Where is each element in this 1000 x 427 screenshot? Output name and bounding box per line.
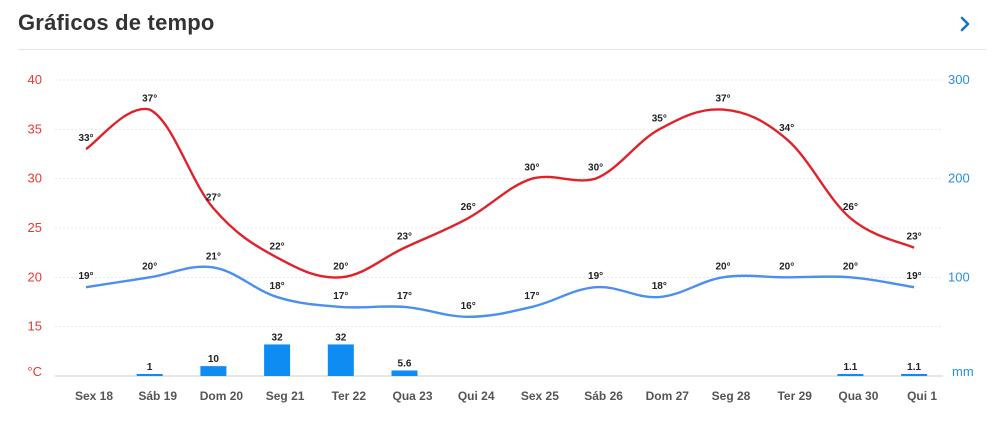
- min-temp-label: 16°: [461, 301, 476, 312]
- max-temp-label: 33°: [78, 133, 93, 144]
- precipitation-bar: [200, 366, 227, 376]
- y-left-tick-label: 40: [28, 72, 42, 87]
- weather-chart: 40 35 30 25 20 15 °C 300 200 100 mm 1 10 32 32 5.6 1.1…: [27, 72, 974, 403]
- max-temp-label: 26°: [461, 202, 476, 213]
- precipitation-bars: [136, 344, 928, 376]
- precipitation-bar: [136, 374, 163, 376]
- precipitation-label: 10: [208, 354, 220, 365]
- x-tick-label: Sex 25: [521, 389, 559, 403]
- min-temp-label: 19°: [78, 271, 93, 282]
- max-temp-label: 30°: [524, 163, 539, 174]
- min-temp-label: 21°: [206, 251, 221, 262]
- precipitation-label: 32: [335, 332, 347, 343]
- min-temp-label: 20°: [843, 261, 858, 272]
- precipitation-bar: [264, 344, 291, 376]
- x-tick-label: Sáb 19: [138, 389, 177, 403]
- max-temp-line: [85, 107, 915, 279]
- precipitation-bar: [837, 374, 864, 376]
- min-temp-label: 18°: [270, 281, 285, 292]
- min-temp-label: 17°: [333, 291, 348, 302]
- chart-header: Gráficos de tempo: [0, 0, 1000, 50]
- y-right-unit-label: mm: [952, 364, 974, 379]
- x-axis: Sex 18 Sáb 19 Dom 20 Seg 21 Ter 22 Qua 23 Qui …: [75, 389, 937, 403]
- max-temp-label: 23°: [907, 232, 922, 243]
- y-left-tick-label: 20: [28, 269, 42, 284]
- max-temp-label: 37°: [142, 94, 157, 105]
- y-left-tick-label: 25: [28, 220, 42, 235]
- y-axis-left: 40 35 30 25 20 15 °C: [27, 72, 42, 379]
- precipitation-bar: [901, 374, 928, 376]
- chevron-right-icon[interactable]: [956, 14, 974, 34]
- x-tick-label: Seg 21: [266, 389, 305, 403]
- precipitation-label: 5.6: [398, 358, 412, 369]
- x-tick-label: Ter 22: [332, 389, 367, 403]
- x-tick-label: Qui 24: [458, 389, 495, 403]
- precipitation-label: 1.1: [843, 362, 857, 373]
- x-tick-label: Sex 18: [75, 389, 113, 403]
- x-tick-label: Qua 30: [838, 389, 878, 403]
- y-left-unit-label: °C: [27, 364, 42, 379]
- min-temp-label: 19°: [588, 271, 603, 282]
- temperature-lines: [85, 107, 915, 319]
- grid-lines: [55, 79, 943, 377]
- y-right-tick-label: 200: [948, 171, 970, 186]
- max-temp-label: 35°: [652, 113, 667, 124]
- y-left-tick-label: 30: [28, 171, 42, 186]
- min-temp-label: 20°: [779, 261, 794, 272]
- header-divider: [18, 49, 986, 50]
- x-tick-label: Dom 20: [200, 389, 244, 403]
- precipitation-label: 1: [147, 362, 153, 373]
- data-labels: 1 10 32 32 5.6 1.1 1.1 33° 37° 27° 22° 20° 23° 26° 30°…: [78, 94, 921, 373]
- x-tick-label: Sáb 26: [584, 389, 623, 403]
- min-temp-line: [85, 265, 915, 319]
- x-tick-label: Ter 29: [777, 389, 812, 403]
- y-right-tick-label: 300: [948, 72, 970, 87]
- max-temp-label: 30°: [588, 163, 603, 174]
- min-temp-label: 17°: [524, 291, 539, 302]
- y-left-tick-label: 15: [28, 319, 42, 334]
- y-right-tick-label: 100: [948, 269, 970, 284]
- precipitation-label: 1.1: [907, 362, 921, 373]
- precipitation-bar: [391, 370, 418, 376]
- x-tick-label: Qui 1: [907, 389, 937, 403]
- max-temp-label: 34°: [779, 123, 794, 134]
- y-left-tick-label: 35: [28, 121, 42, 136]
- min-temp-label: 20°: [715, 261, 730, 272]
- x-tick-label: Seg 28: [712, 389, 751, 403]
- max-temp-label: 37°: [715, 94, 730, 105]
- x-tick-label: Dom 27: [646, 389, 690, 403]
- max-temp-label: 27°: [206, 192, 221, 203]
- min-temp-label: 19°: [907, 271, 922, 282]
- max-temp-label: 26°: [843, 202, 858, 213]
- page-title: Gráficos de tempo: [18, 10, 215, 35]
- min-temp-label: 20°: [142, 261, 157, 272]
- y-axis-right: 300 200 100 mm: [948, 72, 974, 379]
- precipitation-bar: [327, 344, 354, 376]
- min-temp-label: 18°: [652, 281, 667, 292]
- x-tick-label: Qua 23: [392, 389, 432, 403]
- max-temp-label: 20°: [333, 261, 348, 272]
- min-temp-label: 17°: [397, 291, 412, 302]
- max-temp-label: 23°: [397, 232, 412, 243]
- precipitation-label: 32: [272, 332, 284, 343]
- max-temp-label: 22°: [270, 242, 285, 253]
